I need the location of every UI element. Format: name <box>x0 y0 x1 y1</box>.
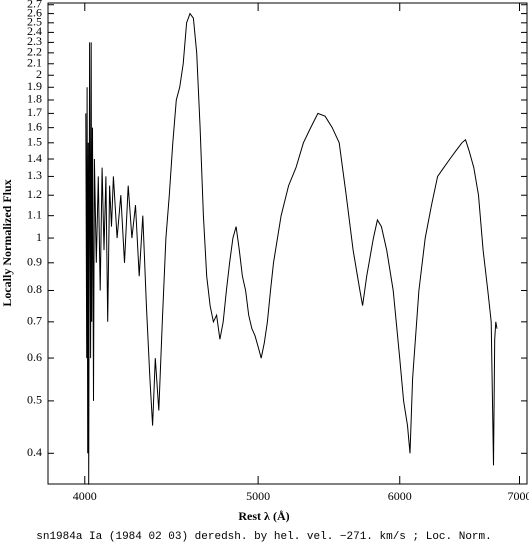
y-tick-label: 0.9 <box>27 255 42 269</box>
y-axis-label: Locally Normalized Flux <box>0 179 14 306</box>
x-axis-label: Rest λ (Å) <box>238 509 289 523</box>
y-tick-label: 0.7 <box>27 314 42 328</box>
y-tick-label: 1.1 <box>27 207 42 221</box>
y-tick-label: 1.5 <box>27 135 42 149</box>
y-tick-label: 1.4 <box>27 151 42 165</box>
x-tick-label: 6000 <box>388 489 412 503</box>
y-tick-label: 0.8 <box>27 282 42 296</box>
caption: sn1984a Ia (1984 02 03) deredsh. by hel.… <box>36 531 491 543</box>
spectrum-line <box>85 12 498 485</box>
y-tick-label: 1.2 <box>27 187 42 201</box>
y-tick-label: 0.5 <box>27 393 42 407</box>
y-tick-label: 1 <box>36 230 42 244</box>
x-tick-label: 5000 <box>246 489 270 503</box>
y-tick-label: 1.3 <box>27 168 42 182</box>
plot-frame <box>47 2 528 485</box>
y-tick-label: 2.3 <box>27 34 42 48</box>
y-tick-label: 2.6 <box>27 5 42 19</box>
x-tick-label: 7000 <box>507 489 529 503</box>
y-tick-label: 2.4 <box>27 24 42 38</box>
y-tick-label: 1.7 <box>27 105 42 119</box>
y-tick-label: 1.6 <box>27 119 42 133</box>
y-tick-label: 1.8 <box>27 92 42 106</box>
y-tick-label: 0.6 <box>27 350 42 364</box>
y-tick-label: 0.4 <box>27 445 42 459</box>
y-tick-label: 2.5 <box>27 15 42 29</box>
y-tick-label: 2.1 <box>27 56 42 70</box>
y-tick-label: 2.7 <box>27 0 42 10</box>
y-tick-label: 2 <box>36 67 42 81</box>
x-tick-label: 4000 <box>73 489 97 503</box>
y-tick-label: 2.2 <box>27 45 42 59</box>
y-tick-label: 1.9 <box>27 79 42 93</box>
